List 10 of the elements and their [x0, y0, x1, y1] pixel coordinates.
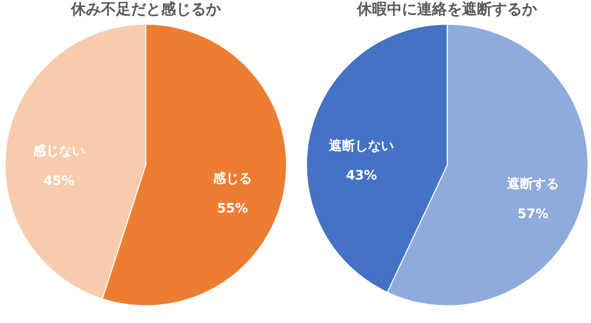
- slice-label: 感じる: [212, 170, 252, 187]
- chart-title: 休暇中に連絡を遮断するか: [356, 0, 538, 18]
- data-label: 57%: [517, 207, 549, 222]
- data-label: 45%: [43, 174, 75, 190]
- data-label: 55%: [217, 202, 248, 217]
- chart-title: 休み不足だと感じるか: [70, 0, 222, 18]
- slice-label: 感じない: [32, 143, 85, 160]
- data-label: 43%: [346, 168, 378, 184]
- slice-label: 遮断する: [506, 176, 559, 192]
- slice-label: 遮断しない: [328, 138, 394, 154]
